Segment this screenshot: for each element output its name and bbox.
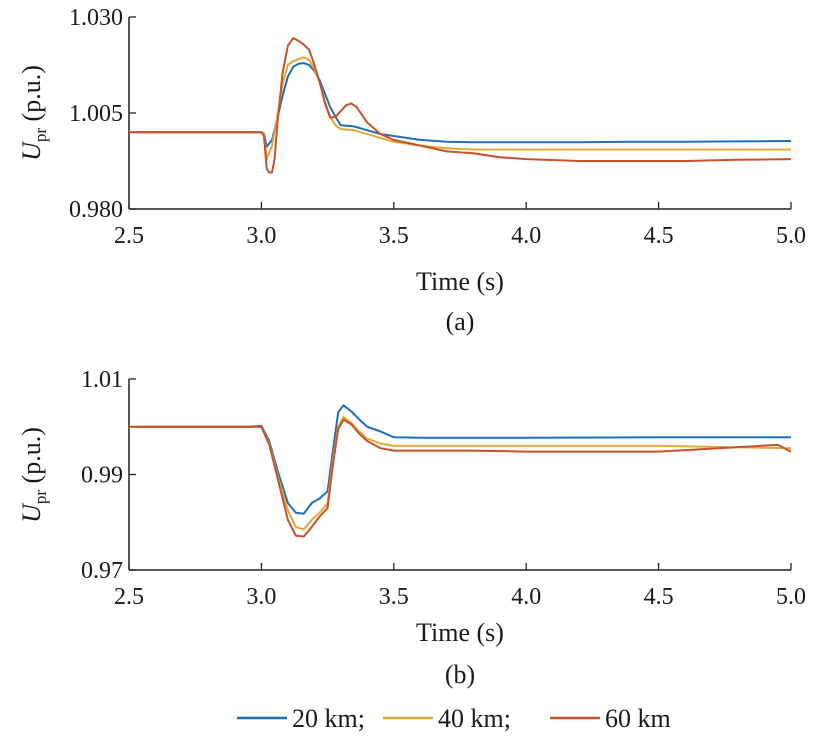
series-line-20km-b <box>129 404 791 515</box>
series-line-40km-b <box>129 416 792 531</box>
y-tick-label-a: 1.030 <box>69 5 123 31</box>
panel-a: 2.5 3.0 3.5 4.0 4.5 5.0 0.980 1.005 1.030 Time (… <box>17 5 806 336</box>
x-tick-label-b: 4.0 <box>511 584 541 610</box>
x-tick-label-a: 4.0 <box>511 223 541 249</box>
x-tick-label-b: 5.0 <box>776 584 806 610</box>
legend-label-40km: 40 km; <box>438 704 511 733</box>
y-axis-title-unit-a: (p.u.) <box>17 65 46 128</box>
y-axis-title-sub-b: pr <box>31 490 50 505</box>
y-tick-label-b: 1.01 <box>81 367 123 393</box>
y-axis-title-unit-b: (p.u.) <box>17 427 46 490</box>
series-line-60km-a <box>129 37 792 174</box>
y-axis-title-a: Upr (p.u.) <box>17 65 50 161</box>
y-axis-title-b: Upr (p.u.) <box>17 427 50 523</box>
series-line-60km-b <box>129 418 792 538</box>
y-tick-label-a: 0.980 <box>69 197 123 223</box>
legend-label-60km: 60 km <box>605 704 671 733</box>
x-tick-label-b: 4.5 <box>644 584 674 610</box>
x-tick-label-a: 5.0 <box>776 223 806 249</box>
y-tick-label-b: 0.97 <box>81 558 123 584</box>
x-axis-title-b: Time (s) <box>416 618 504 647</box>
x-tick-label-b: 2.5 <box>114 584 144 610</box>
x-tick-label-a: 3.0 <box>246 223 276 249</box>
y-axis-title-main-b: U <box>17 502 46 523</box>
ticks-b: 2.5 3.0 3.5 4.0 4.5 5.0 0.97 0.99 1.01 <box>81 367 806 610</box>
x-tick-label-a: 4.5 <box>644 223 674 249</box>
series-line-40km-a <box>129 56 791 161</box>
x-tick-label-a: 3.5 <box>379 223 409 249</box>
legend-label-20km: 20 km; <box>292 704 365 733</box>
caption-b: (b) <box>445 660 475 689</box>
series-line-20km-a <box>129 62 792 148</box>
x-axis-title-a: Time (s) <box>416 267 504 296</box>
y-tick-label-b: 0.99 <box>81 463 123 489</box>
x-tick-label-b: 3.0 <box>246 584 276 610</box>
x-tick-label-b: 3.5 <box>379 584 409 610</box>
legend: 20 km; 40 km; 60 km <box>237 704 671 733</box>
y-axis-title-sub-a: pr <box>31 128 50 143</box>
ticks-a: 2.5 3.0 3.5 4.0 4.5 5.0 0.980 1.005 1.030 <box>69 5 806 249</box>
y-tick-label-a: 1.005 <box>69 101 123 127</box>
y-axis-title-main-a: U <box>17 140 46 161</box>
panel-b: 2.5 3.0 3.5 4.0 4.5 5.00.970.991.01 Time (s) … <box>17 367 806 689</box>
series-layer-a <box>129 37 792 174</box>
caption-a: (a) <box>446 307 475 336</box>
x-tick-label-a: 2.5 <box>114 223 144 249</box>
series-layer-b <box>129 404 792 538</box>
